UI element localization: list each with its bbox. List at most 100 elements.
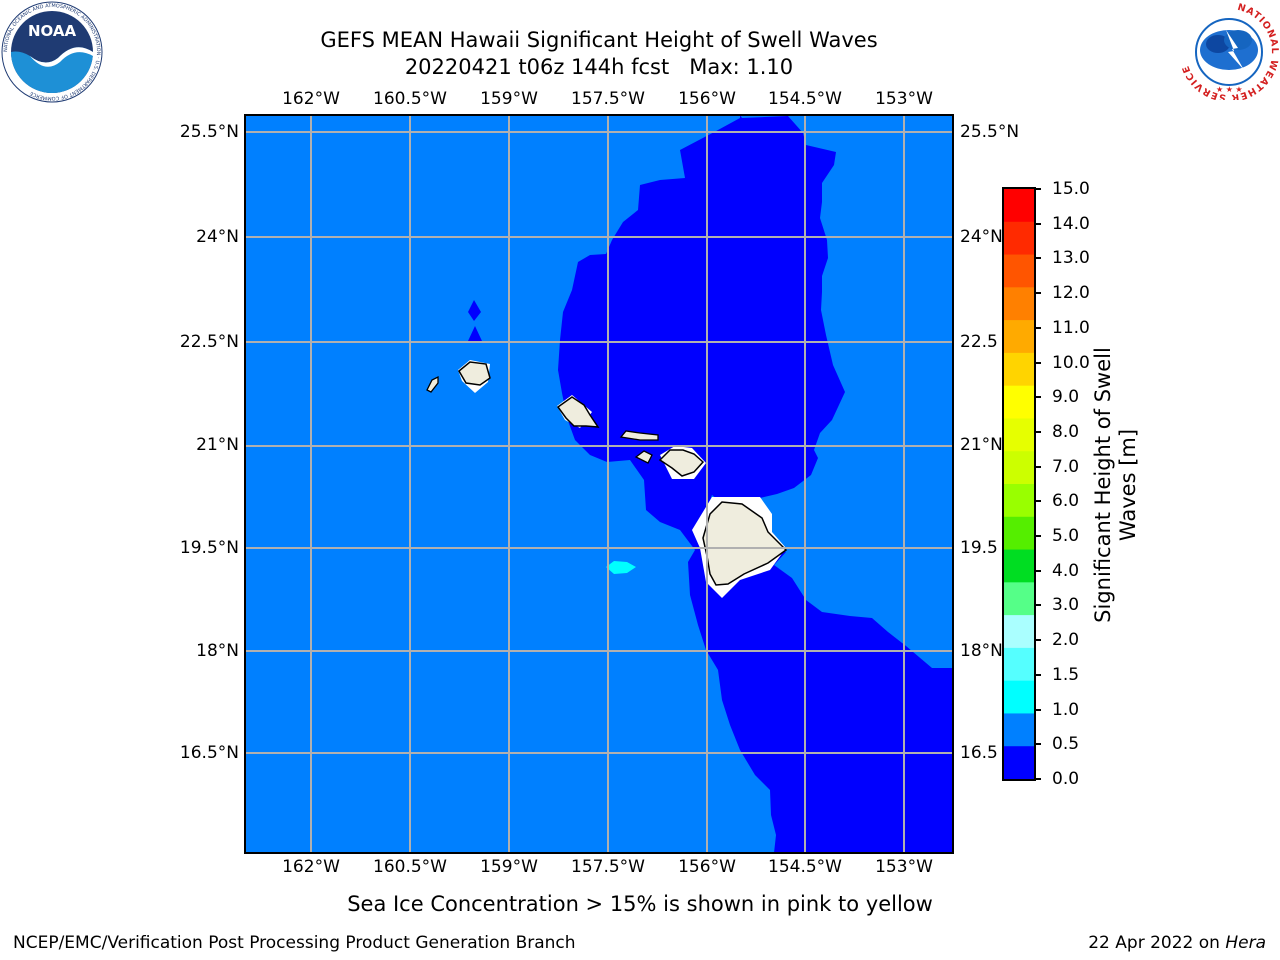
colorbar-band [1004,516,1034,551]
island-molokai [619,430,659,441]
island-hawaii [702,501,788,586]
colorbar-band [1004,320,1034,354]
colorbar-band [1004,189,1034,223]
lon-label: 159°W [480,89,538,109]
colorbar-tick-label: 8.0 [1052,421,1080,442]
island-maui [658,449,705,477]
colorbar-band [1004,221,1034,256]
colorbar-band [1004,254,1034,288]
lat-label: 18°N [960,641,1003,661]
island-oahu [556,396,600,428]
colorbar-band [1004,647,1034,682]
lat-label: 22.5°N [179,332,239,352]
footer-date: 22 Apr 2022 on Hera [1088,933,1266,953]
colorbar-tick-label: 2.0 [1052,630,1080,651]
colorbar-tick-mark [1034,673,1041,676]
colorbar-tick-label: 7.0 [1052,456,1080,477]
colorbar-tick-label: 6.0 [1052,491,1080,512]
lat-label: 19.5°N [179,538,239,558]
lat-label: 24°N [960,227,1003,247]
lon-label: 160.5°W [373,89,447,109]
colorbar-band [1004,549,1034,583]
colorbar-tick-label: 11.0 [1052,317,1090,338]
lat-label: 21°N [960,435,1003,455]
colorbar-tick-mark [1034,569,1041,572]
colorbar-title-line1: Significant Height of Swell [1091,347,1115,623]
lon-label: 162°W [282,89,340,109]
colorbar-band [1004,713,1034,747]
colorbar-band [1004,615,1034,649]
colorbar-band [1004,418,1034,452]
lon-label: 156°W [678,857,736,877]
colorbar-tick-mark [1034,222,1041,225]
colorbar-tick-label: 5.0 [1052,526,1080,547]
colorbar-band [1004,352,1034,387]
colorbar-band [1004,287,1034,321]
colorbar-band [1004,385,1034,419]
swell-field-0.0-0.5 [558,115,953,853]
lat-label: 16.5 [960,743,998,763]
lon-label: 153°W [875,89,933,109]
island-lanai [634,450,653,464]
lat-label: 24°N [196,227,239,247]
swell-field-1.0-1.5 [606,561,636,574]
sea-ice-caption: Sea Ice Concentration > 15% is shown in … [347,892,933,916]
colorbar-tick-mark [1034,396,1041,399]
lat-label: 19.5 [960,538,998,558]
colorbar-tick-label: 15.0 [1052,179,1090,199]
chart-subtitle: 20220421 t06z 144h fcst Max: 1.10 [404,55,794,79]
colorbar-tick-mark [1034,500,1041,503]
lon-label: 154.5°W [768,89,842,109]
colorbar-tick-mark [1034,292,1041,295]
colorbar-tick-label: 3.0 [1052,595,1080,616]
colorbar-band [1004,680,1034,714]
graticule [245,115,953,853]
colorbar-frame [1002,187,1036,781]
nws-logo: NATIONAL WEATHER SERVICE ★ ★ ★ [1180,2,1279,100]
colorbar-tick-label: 12.0 [1052,283,1090,304]
noaa-logo: NATIONAL OCEANIC AND ATMOSPHERIC ADMINIS… [1,1,103,103]
colorbar-band [1004,582,1034,616]
colorbar-tick-mark [1034,535,1041,538]
colorbar-tick-label: 0.0 [1052,769,1080,789]
lat-label: 21°N [196,435,239,455]
lat-label: 25.5°N [179,122,239,142]
lon-label: 160.5°W [373,857,447,877]
nws-stars: ★ ★ ★ [1216,85,1243,94]
colorbar-title-line2: Waves [m] [1116,428,1140,542]
lon-label: 153°W [875,857,933,877]
chart-title: GEFS MEAN Hawaii Significant Height of S… [320,28,878,52]
island-kauai [458,361,491,386]
colorbar-tick-mark [1034,743,1041,746]
colorbar-tick-label: 1.0 [1052,699,1080,720]
colorbar [1002,187,1036,781]
colorbar-tick-mark [1034,430,1041,433]
lon-label: 159°W [480,857,538,877]
colorbar-tick-mark [1034,188,1041,190]
colorbar-tick-mark [1034,257,1041,260]
colorbar-tick-mark [1034,604,1041,607]
lat-label: 25.5°N [960,122,1020,142]
colorbar-tick-mark [1034,639,1041,642]
colorbar-tick-label: 1.5 [1052,664,1080,685]
colorbar-band [1004,451,1034,485]
map [244,114,954,854]
colorbar-tick-mark [1034,778,1041,780]
lon-label: 157.5°W [571,857,645,877]
footer-host: Hera [1225,933,1266,953]
colorbar-band [1004,746,1034,780]
lat-label: 18°N [196,641,239,661]
colorbar-tick-mark [1034,361,1041,364]
lon-label: 162°W [282,857,340,877]
noaa-logo-text: NOAA [28,22,77,40]
island-niihau [426,375,439,393]
lon-label: 157.5°W [571,89,645,109]
colorbar-tick-mark [1034,708,1041,711]
colorbar-tick-label: 0.5 [1052,734,1080,755]
lat-label: 16.5°N [179,743,239,763]
map-frame [244,114,954,854]
colorbar-tick-label: 4.0 [1052,560,1080,581]
lon-label: 156°W [678,89,736,109]
colorbar-title: Significant Height of Swell Waves [m] [1091,325,1141,645]
swell-field-low-kauai-channel [468,300,482,341]
